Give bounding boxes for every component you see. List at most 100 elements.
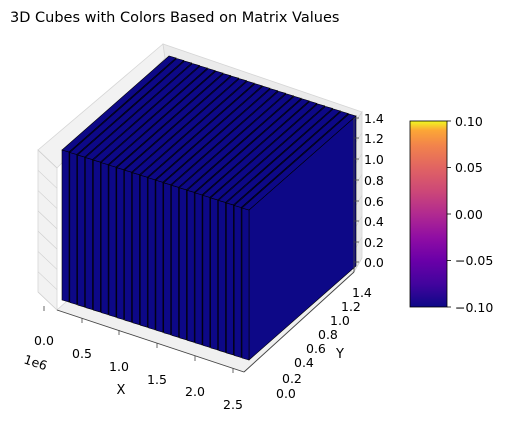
cube-slab-front [100, 162, 109, 316]
z-ticks [354, 117, 359, 263]
cube-slab-top [163, 88, 279, 186]
cube-slab-front [179, 187, 187, 341]
cube-slab-front [218, 200, 226, 353]
grid-line [37, 170, 58, 189]
cube-slab-front [155, 179, 164, 333]
x-tick-label: 2.5 [223, 397, 243, 412]
cubes-group [61, 55, 357, 361]
cube-slab-top [131, 78, 248, 176]
cube-slab-top [84, 63, 201, 160]
z-tick-label: 1.2 [364, 131, 384, 146]
cube-slab-top [194, 98, 310, 196]
cube-slab-front [116, 167, 125, 321]
cube-slab-front [202, 194, 211, 348]
y-axis-label: Y [335, 347, 344, 362]
cube-slab-front [139, 174, 148, 328]
cube-slab-front [147, 177, 156, 331]
x-tick-labels: 0.0 0.5 1.0 1.5 2.0 2.5 [34, 333, 243, 412]
cube-slab-top [108, 70, 224, 168]
grid-line [37, 149, 58, 169]
x-offset-label: 1e6 [22, 352, 49, 374]
y-tick-label: 0.6 [306, 341, 326, 356]
chart-title: 3D Cubes with Colors Based on Matrix Val… [10, 10, 339, 26]
colorbar [409, 120, 448, 308]
y-tick-label: 0.2 [282, 371, 302, 386]
colorbar-tick-label: 0.10 [455, 114, 483, 129]
y-tick-label: 1.0 [330, 313, 350, 328]
x-axis-label: X [117, 383, 126, 398]
y-tick-label: 0.8 [318, 327, 338, 342]
cube-slab-front [241, 207, 250, 361]
colorbar-ticks [447, 120, 451, 308]
x-tick-label: 2.0 [185, 384, 205, 399]
colorbar-tick-label: 0.05 [455, 160, 483, 175]
cube-slab-front [108, 164, 117, 318]
cube-slab-front [186, 189, 195, 343]
z-tick-label: 0.8 [364, 173, 384, 188]
cube-slab-front [93, 159, 101, 313]
cube-slab-top [69, 58, 185, 155]
cube-slab-top [210, 103, 326, 201]
x-axis-line [56, 309, 245, 373]
cube-slab-front [132, 172, 140, 326]
cube-slab-front [171, 184, 179, 338]
cube-slab-top [147, 83, 263, 181]
cube-slab-top [225, 108, 341, 206]
cube-slab-top [116, 73, 232, 170]
y-tick-label: 0.4 [294, 355, 314, 370]
cube-slab-top [92, 65, 208, 163]
grid-line [37, 190, 58, 209]
cube-slab-top [241, 113, 357, 211]
cube-slab-front [210, 197, 218, 351]
z-tick-label: 0.0 [364, 255, 384, 270]
cube-slab-front [61, 149, 70, 303]
z-tick-label: 0.2 [364, 235, 384, 250]
y-tick-label: 1.4 [352, 285, 372, 300]
cube-slab-top [139, 80, 255, 178]
cube-slab-top [170, 90, 287, 188]
x-ticks [43, 306, 234, 373]
cube-slab-top [77, 60, 193, 158]
y-tick-labels: 0.0 0.2 0.4 0.6 0.8 1.0 1.2 1.4 [276, 285, 372, 401]
cube-slab-top [202, 101, 318, 198]
grid-line [37, 251, 58, 270]
z-tick-label: 1.0 [364, 152, 384, 167]
grid-line [37, 210, 58, 230]
grid-line [37, 230, 58, 250]
cube-slab-front [124, 169, 132, 323]
x-tick-label: 0.0 [34, 333, 54, 348]
y-tick-label: 1.2 [341, 299, 361, 314]
cube-slab-top [61, 55, 177, 153]
cube-slab-front [85, 157, 93, 310]
colorbar-tick-label: −0.10 [455, 300, 493, 315]
z-tick-label: 0.4 [364, 214, 384, 229]
z-tick-labels: 0.0 0.2 0.4 0.6 0.8 1.0 1.2 1.4 [364, 111, 384, 270]
y-tick-label: 0.0 [276, 386, 296, 401]
x-tick-label: 0.5 [72, 346, 92, 361]
cube-slab-front [226, 202, 234, 356]
colorbar-tick-label: −0.05 [455, 253, 493, 268]
left-pane [37, 149, 58, 311]
colorbar-tick-labels: 0.10 0.05 0.00 −0.05 −0.10 [455, 114, 493, 315]
cube-slab-top [178, 93, 295, 191]
cube-slab-top [186, 96, 302, 193]
cube-slab-front [163, 182, 172, 336]
cube-slab-front [77, 154, 85, 308]
cube-slab-front [69, 152, 78, 305]
grid-line [353, 257, 363, 273]
cube-slab-top [233, 111, 349, 208]
cube-slab-top [155, 85, 271, 183]
z-tick-label: 1.4 [364, 111, 384, 126]
grid-line [37, 291, 58, 311]
cube-slab-top [217, 106, 334, 203]
grid-line [37, 271, 58, 290]
y-axis-line [243, 271, 355, 373]
cube-slab-front [233, 205, 242, 358]
axis-lines [56, 118, 355, 373]
colorbar-tick-label: 0.00 [455, 207, 483, 222]
cube-slab-front [194, 192, 203, 346]
cube-slab-top [123, 75, 240, 173]
x-tick-label: 1.0 [109, 359, 129, 374]
cube-slab-top [100, 68, 216, 165]
